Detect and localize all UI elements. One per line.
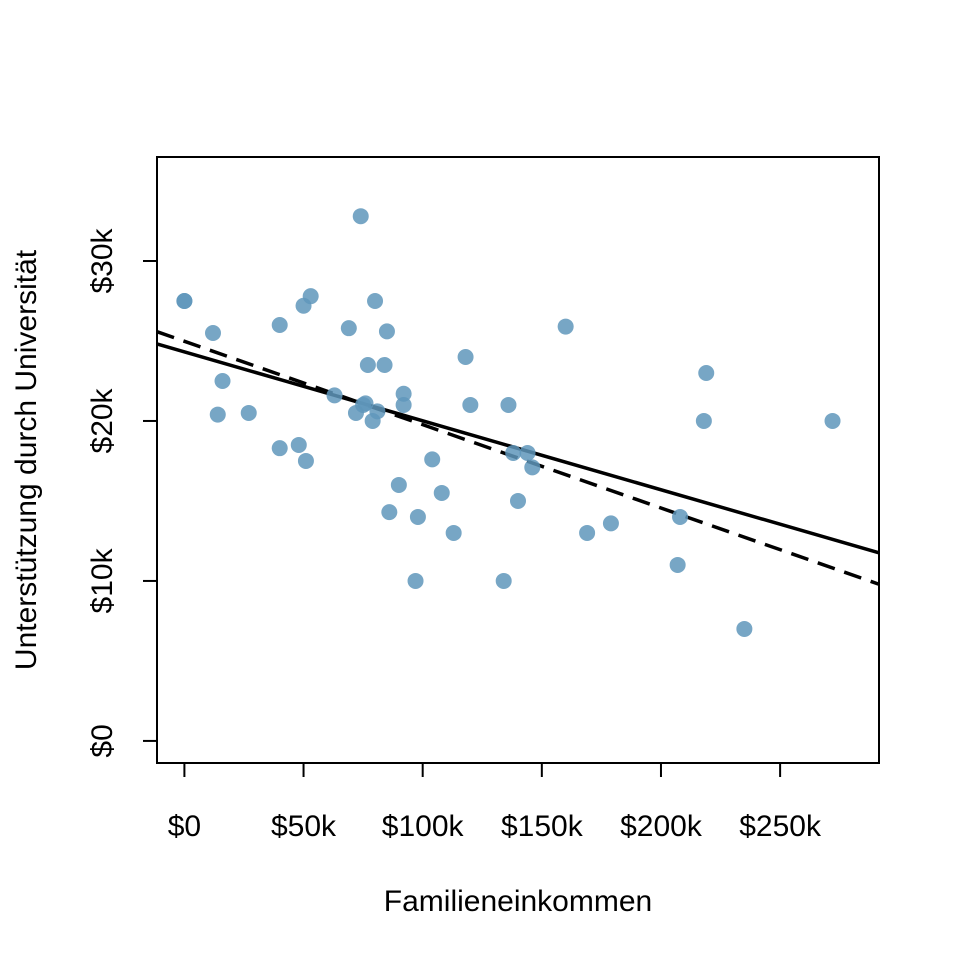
data-point [698, 364, 715, 381]
data-point [602, 515, 619, 532]
data-point [445, 524, 462, 541]
x-tick-label: $0 [168, 810, 201, 843]
y-axis-title: Unterstützung durch Universität [10, 249, 43, 670]
data-point [424, 451, 441, 468]
data-point [407, 572, 424, 589]
data-point [214, 372, 231, 389]
data-point [204, 324, 221, 341]
data-point [500, 396, 517, 413]
x-axis: $0 $50k $100k $150k $200k $250k [168, 762, 822, 843]
data-point [340, 320, 357, 337]
data-point [357, 395, 374, 412]
data-point [359, 356, 376, 373]
data-point [271, 316, 288, 333]
x-tick-label: $200k [620, 810, 703, 843]
data-point [510, 492, 526, 509]
data-point [495, 572, 512, 589]
data-point [462, 396, 479, 413]
data-point [519, 444, 536, 461]
data-point [381, 504, 398, 521]
y-tick-label: $20k [86, 387, 119, 453]
data-point [326, 387, 343, 404]
data-point [390, 476, 407, 493]
data-point [695, 412, 712, 429]
data-point [672, 508, 689, 525]
data-point [352, 208, 369, 225]
x-tick-label: $250k [739, 810, 822, 843]
data-point [176, 292, 193, 309]
data-point [669, 556, 686, 573]
data-point [378, 323, 395, 340]
data-points [176, 208, 841, 637]
data-point [271, 440, 288, 457]
y-tick-label: $30k [86, 227, 119, 293]
y-tick-label: $10k [86, 547, 119, 613]
data-point [524, 459, 541, 476]
data-point [240, 404, 257, 421]
data-point [367, 292, 384, 309]
x-axis-title: Familieneinkommen [384, 885, 652, 918]
data-point [457, 348, 474, 365]
data-point [557, 318, 574, 335]
x-tick-label: $100k [382, 810, 465, 843]
y-axis: $0 $10k $20k $30k [86, 227, 158, 758]
data-point [209, 406, 226, 423]
x-tick-label: $150k [501, 810, 584, 843]
data-point [395, 396, 412, 413]
data-point [302, 288, 319, 305]
fit-line-dashed [156, 330, 880, 586]
x-tick-label: $50k [271, 810, 337, 843]
data-point [376, 356, 393, 373]
plot-frame [156, 156, 880, 764]
data-point [433, 484, 450, 501]
data-point [369, 403, 386, 420]
data-point [579, 524, 596, 541]
data-point [297, 452, 314, 469]
data-point [505, 444, 522, 461]
y-tick-label: $0 [86, 724, 119, 757]
data-point [395, 385, 412, 402]
data-point [409, 508, 426, 525]
data-point [824, 412, 841, 429]
data-point [736, 620, 753, 637]
data-point [290, 436, 307, 453]
